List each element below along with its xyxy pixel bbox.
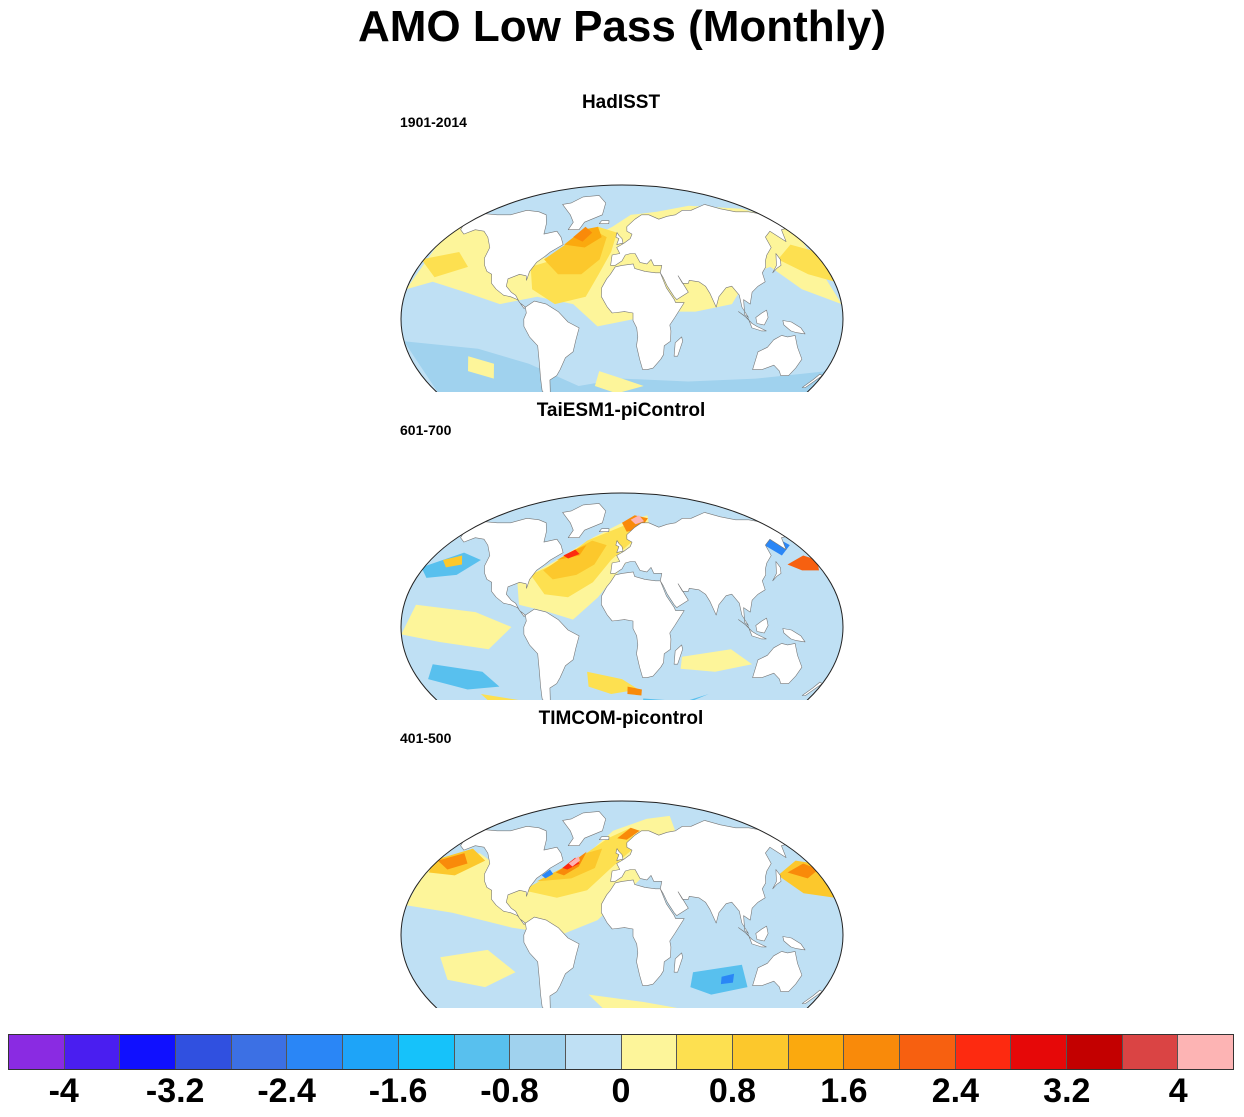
colorbar-tick-label: -2.4 bbox=[257, 1072, 316, 1110]
colorbar-swatch bbox=[9, 1035, 65, 1069]
colorbar-tick-label: 4 bbox=[1168, 1072, 1188, 1110]
colorbar-swatch bbox=[1178, 1035, 1234, 1069]
colorbar-swatch bbox=[955, 1035, 1012, 1069]
panel-title: TIMCOM-picontrol bbox=[538, 708, 704, 729]
page-title: AMO Low Pass (Monthly) bbox=[358, 2, 886, 51]
colorbar-tick-label: -0.8 bbox=[480, 1072, 539, 1110]
colorbar-tick-label: -4 bbox=[48, 1072, 79, 1110]
colorbar-swatch bbox=[1122, 1035, 1179, 1069]
colorbar-swatch bbox=[900, 1035, 956, 1069]
colorbar-tick-label: 3.2 bbox=[1043, 1072, 1091, 1110]
world-map bbox=[400, 492, 844, 700]
colorbar-tick-label: 2.4 bbox=[931, 1072, 979, 1110]
colorbar-tick-label: -1.6 bbox=[368, 1072, 428, 1110]
colorbar-swatch bbox=[677, 1035, 733, 1069]
colorbar-swatch bbox=[120, 1035, 177, 1069]
panel-period: 1901-2014 bbox=[400, 114, 467, 130]
colorbar-swatch bbox=[621, 1035, 678, 1069]
colorbar-swatch bbox=[343, 1035, 399, 1069]
colorbar-swatch bbox=[510, 1035, 566, 1069]
colorbar bbox=[8, 1034, 1234, 1070]
colorbar-swatch bbox=[1011, 1035, 1068, 1069]
colorbar-swatch bbox=[454, 1035, 511, 1069]
colorbar-swatch bbox=[844, 1035, 900, 1069]
colorbar-swatch bbox=[732, 1035, 789, 1069]
world-map bbox=[400, 800, 844, 1008]
colorbar-tick-label: -3.2 bbox=[145, 1072, 205, 1110]
colorbar-swatch bbox=[231, 1035, 288, 1069]
colorbar-swatch bbox=[64, 1035, 121, 1069]
panel-title: TaiESM1-piControl bbox=[536, 400, 706, 421]
map-panel-taiesm1: TaiESM1-piControl 601-700 bbox=[396, 400, 846, 700]
map-panel-hadisst: HadISST 1901-2014 bbox=[396, 92, 846, 392]
colorbar-swatch bbox=[398, 1035, 455, 1069]
colorbar-swatch bbox=[1067, 1035, 1123, 1069]
map-panel-timcom: TIMCOM-picontrol 401-500 bbox=[396, 708, 846, 1008]
panel-title: HadISST bbox=[581, 92, 661, 113]
colorbar-labels: -4 -3.2 -2.4 -1.6 -0.8 0 0.8 1.6 2.4 3.2 4 bbox=[8, 1072, 1234, 1116]
panel-period: 401-500 bbox=[400, 730, 452, 746]
colorbar-tick-label: 0.8 bbox=[708, 1072, 757, 1110]
world-map bbox=[400, 184, 844, 392]
colorbar-swatch bbox=[176, 1035, 232, 1069]
colorbar-tick-label: 0 bbox=[611, 1072, 631, 1110]
colorbar-tick-label: 1.6 bbox=[820, 1072, 868, 1110]
colorbar-swatch bbox=[788, 1035, 845, 1069]
panel-period: 601-700 bbox=[400, 422, 452, 438]
colorbar-swatch bbox=[287, 1035, 344, 1069]
colorbar-swatch bbox=[565, 1035, 622, 1069]
